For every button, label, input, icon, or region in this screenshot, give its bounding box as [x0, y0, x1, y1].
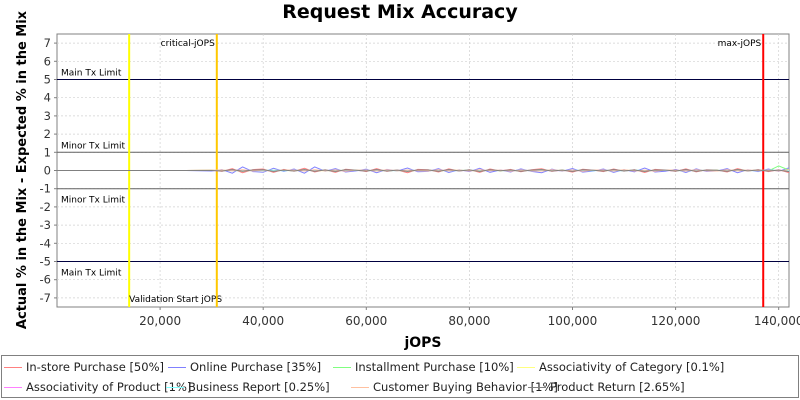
legend-swatch — [351, 386, 369, 388]
legend-label: Associativity of Product [1%] — [26, 380, 192, 394]
legend-swatch — [333, 366, 351, 368]
legend: In-store Purchase [50%] Online Purchase [… — [1, 355, 799, 398]
y-tick-label: 6 — [44, 54, 51, 68]
legend-swatch — [4, 366, 22, 368]
y-tick-label: 4 — [44, 91, 51, 105]
y-tick-label: -6 — [40, 273, 51, 287]
y-tick-label: -5 — [40, 255, 51, 269]
x-tick-label: 40,000 — [242, 314, 284, 328]
x-tick-label: 100,000 — [548, 314, 598, 328]
legend-label: Customer Buying Behavior [1%] — [373, 380, 558, 394]
legend-item: Associativity of Category [0.1%] — [517, 360, 724, 374]
legend-swatch — [517, 366, 535, 368]
y-tick-label: 7 — [44, 36, 51, 50]
legend-swatch — [4, 386, 22, 388]
vertical-marker-label: Validation Start jOPS — [129, 295, 222, 305]
legend-label: Product Return [2.65%] — [550, 380, 685, 394]
chart-title: Request Mix Accuracy — [282, 1, 518, 23]
vertical-marker-label: max-jOPS — [718, 39, 762, 49]
legend-item: Business Report [0.25%] — [166, 380, 330, 394]
legend-item: Online Purchase [35%] — [168, 360, 321, 374]
x-tick-label: 60,000 — [345, 314, 387, 328]
limit-line-label: Minor Tx Limit — [61, 196, 126, 206]
legend-label: Associativity of Category [0.1%] — [539, 360, 725, 374]
legend-item: Product Return [2.65%] — [528, 380, 685, 394]
legend-swatch — [168, 366, 186, 368]
legend-label: Installment Purchase [10%] — [355, 360, 514, 374]
vertical-marker-label: critical-jOPS — [161, 39, 215, 49]
series-line — [57, 166, 790, 174]
legend-item: Installment Purchase [10%] — [333, 360, 514, 374]
legend-item: Customer Buying Behavior [1%] — [351, 380, 558, 394]
limit-line-label: Main Tx Limit — [61, 69, 122, 79]
legend-swatch — [528, 386, 546, 388]
y-tick-label: -4 — [40, 236, 51, 250]
y-tick-label: -7 — [40, 291, 51, 305]
y-tick-label: -1 — [40, 182, 51, 196]
legend-item: Associativity of Product [1%] — [4, 380, 191, 394]
limit-line-label: Main Tx Limit — [61, 269, 122, 279]
series-line — [57, 169, 790, 173]
x-tick-label: 140,000 — [754, 314, 800, 328]
y-tick-label: 5 — [44, 73, 51, 87]
y-tick-label: -3 — [40, 218, 51, 232]
y-tick-label: 2 — [44, 127, 51, 141]
series-line — [57, 169, 790, 172]
legend-swatch — [166, 386, 184, 388]
x-tick-label: 80,000 — [448, 314, 490, 328]
legend-item: In-store Purchase [50%] — [4, 360, 164, 374]
x-tick-label: 20,000 — [139, 314, 181, 328]
y-tick-label: -2 — [40, 200, 51, 214]
legend-label: In-store Purchase [50%] — [26, 360, 164, 374]
series-lines — [57, 165, 790, 174]
y-tick-label: 3 — [44, 109, 51, 123]
x-tick-label: 120,000 — [651, 314, 701, 328]
limit-lines: Main Tx Limit Minor Tx Limit Minor Tx Limi… — [57, 69, 789, 279]
legend-label: Business Report [0.25%] — [188, 380, 330, 394]
y-tick-label: 1 — [44, 145, 51, 159]
y-tick-labels: -7 -6 -5 -4 -3 -2 -1 0 1 2 3 4 5 6 7 — [40, 36, 57, 305]
limit-line-label: Minor Tx Limit — [61, 141, 126, 151]
y-axis-label: Actual % in the Mix - Expected % in the … — [15, 10, 30, 329]
x-axis-label: jOPS — [403, 335, 441, 351]
chart-canvas: Main Tx Limit Minor Tx Limit Minor Tx Limi… — [15, 10, 800, 351]
legend-label: Online Purchase [35%] — [190, 360, 322, 374]
y-tick-label: 0 — [44, 164, 51, 178]
x-tick-labels: 20,000 40,000 60,000 80,000 100,000 120,000 14… — [139, 307, 800, 328]
